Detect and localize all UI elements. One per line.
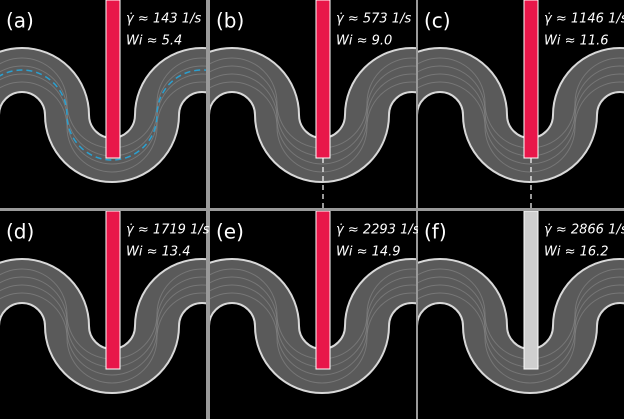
weissenberg: Wi ≈ 9.0 [336,34,392,49]
panel-label: (d) [6,220,34,244]
shear-rate: γ̇ ≈ 2293 1/s [336,223,420,238]
stripe [316,211,330,369]
panel-label: (b) [216,9,244,33]
weissenberg: Wi ≈ 5.4 [126,34,182,49]
weissenberg: Wi ≈ 13.4 [126,245,191,260]
weissenberg: Wi ≈ 16.2 [544,245,609,260]
panel-label: (a) [6,9,34,33]
stripe [524,0,538,158]
panel-label: (c) [424,9,451,33]
figure: (a) γ̇ ≈ 143 1/s Wi ≈ 5.4 (b) γ̇ ≈ 573 1/s Wi… [0,0,624,419]
shear-rate: γ̇ ≈ 143 1/s [126,12,201,27]
stripe [106,211,120,369]
stripe [106,0,120,158]
panel-label: (f) [424,220,447,244]
weissenberg: Wi ≈ 14.9 [336,245,401,260]
weissenberg: Wi ≈ 11.6 [544,34,609,49]
panel: (c) γ̇ ≈ 1146 1/s Wi ≈ 11.6 [395,0,624,208]
panel: (f) γ̇ ≈ 2866 1/s Wi ≈ 16.2 [395,211,624,419]
stripe [524,211,538,369]
stripe [316,0,330,158]
shear-rate: γ̇ ≈ 2866 1/s [544,223,624,238]
shear-rate: γ̇ ≈ 573 1/s [336,12,411,27]
panel-label: (e) [216,220,244,244]
shear-rate: γ̇ ≈ 1146 1/s [544,12,624,27]
shear-rate: γ̇ ≈ 1719 1/s [126,223,210,238]
